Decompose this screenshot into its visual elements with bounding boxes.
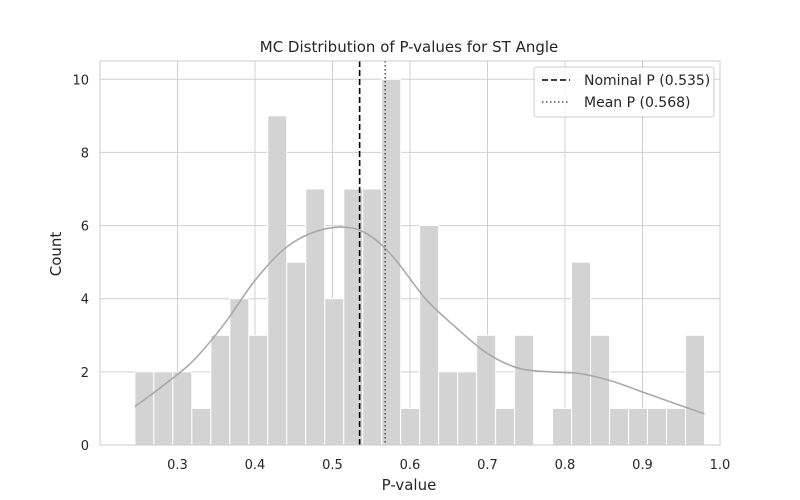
histogram-bar (362, 188, 383, 446)
histogram-bar (438, 371, 459, 446)
histogram-bar (172, 371, 193, 446)
y-tick-label: 6 (81, 220, 89, 235)
histogram-bar (647, 407, 668, 446)
histogram-bars (134, 78, 706, 446)
histogram-bar (134, 371, 155, 446)
histogram-bar (666, 407, 687, 446)
histogram-bar (685, 334, 706, 446)
histogram-bar (419, 225, 440, 446)
y-axis-ticks: 0 2 4 6 8 10 (72, 73, 89, 454)
histogram-bar (571, 261, 592, 446)
legend-box (533, 66, 715, 118)
x-tick-label: 0.4 (245, 458, 266, 473)
histogram-bar (286, 261, 307, 446)
y-axis-label: Count (47, 232, 65, 277)
chart-title: MC Distribution of P-values for ST Angle (260, 38, 559, 56)
histogram-bar (229, 298, 250, 446)
reference-lines (358, 61, 387, 445)
kde-curve (134, 226, 705, 415)
histogram-bar (400, 407, 421, 446)
histogram-bar (495, 407, 516, 446)
y-tick-label: 0 (81, 439, 89, 454)
grid (100, 61, 721, 446)
histogram-bar (609, 407, 630, 446)
x-tick-label: 0.7 (477, 458, 498, 473)
histogram-bar (267, 115, 288, 446)
x-tick-label: 0.5 (322, 458, 343, 473)
histogram-bar (210, 334, 231, 446)
x-tick-label: 0.3 (167, 458, 188, 473)
x-tick-label: 0.9 (632, 458, 653, 473)
x-axis-label: P-value (382, 476, 437, 494)
histogram-bar (590, 334, 611, 446)
histogram-bar (305, 188, 326, 446)
x-tick-label: 0.8 (555, 458, 576, 473)
histogram-bar (248, 334, 269, 446)
legend-label: Nominal P (0.535) (584, 73, 710, 89)
legend: Nominal P (0.535) Mean P (0.568) (533, 66, 715, 118)
histogram-bar (153, 371, 174, 446)
histogram-bar (552, 407, 573, 446)
x-tick-label: 0.6 (400, 458, 421, 473)
x-axis-ticks: 0.3 0.4 0.5 0.6 0.7 0.8 0.9 1.0 (167, 458, 730, 473)
histogram-bar (324, 298, 345, 446)
y-tick-label: 8 (81, 146, 89, 161)
x-tick-label: 1.0 (710, 458, 731, 473)
legend-label: Mean P (0.568) (584, 95, 691, 111)
y-tick-label: 4 (81, 293, 89, 308)
histogram-bar (191, 407, 212, 446)
histogram-bar (628, 407, 649, 446)
y-tick-label: 2 (81, 366, 89, 381)
histogram-bar (514, 334, 535, 446)
histogram-bar (457, 371, 478, 446)
y-tick-label: 10 (72, 73, 89, 88)
plot-frame (99, 60, 721, 446)
